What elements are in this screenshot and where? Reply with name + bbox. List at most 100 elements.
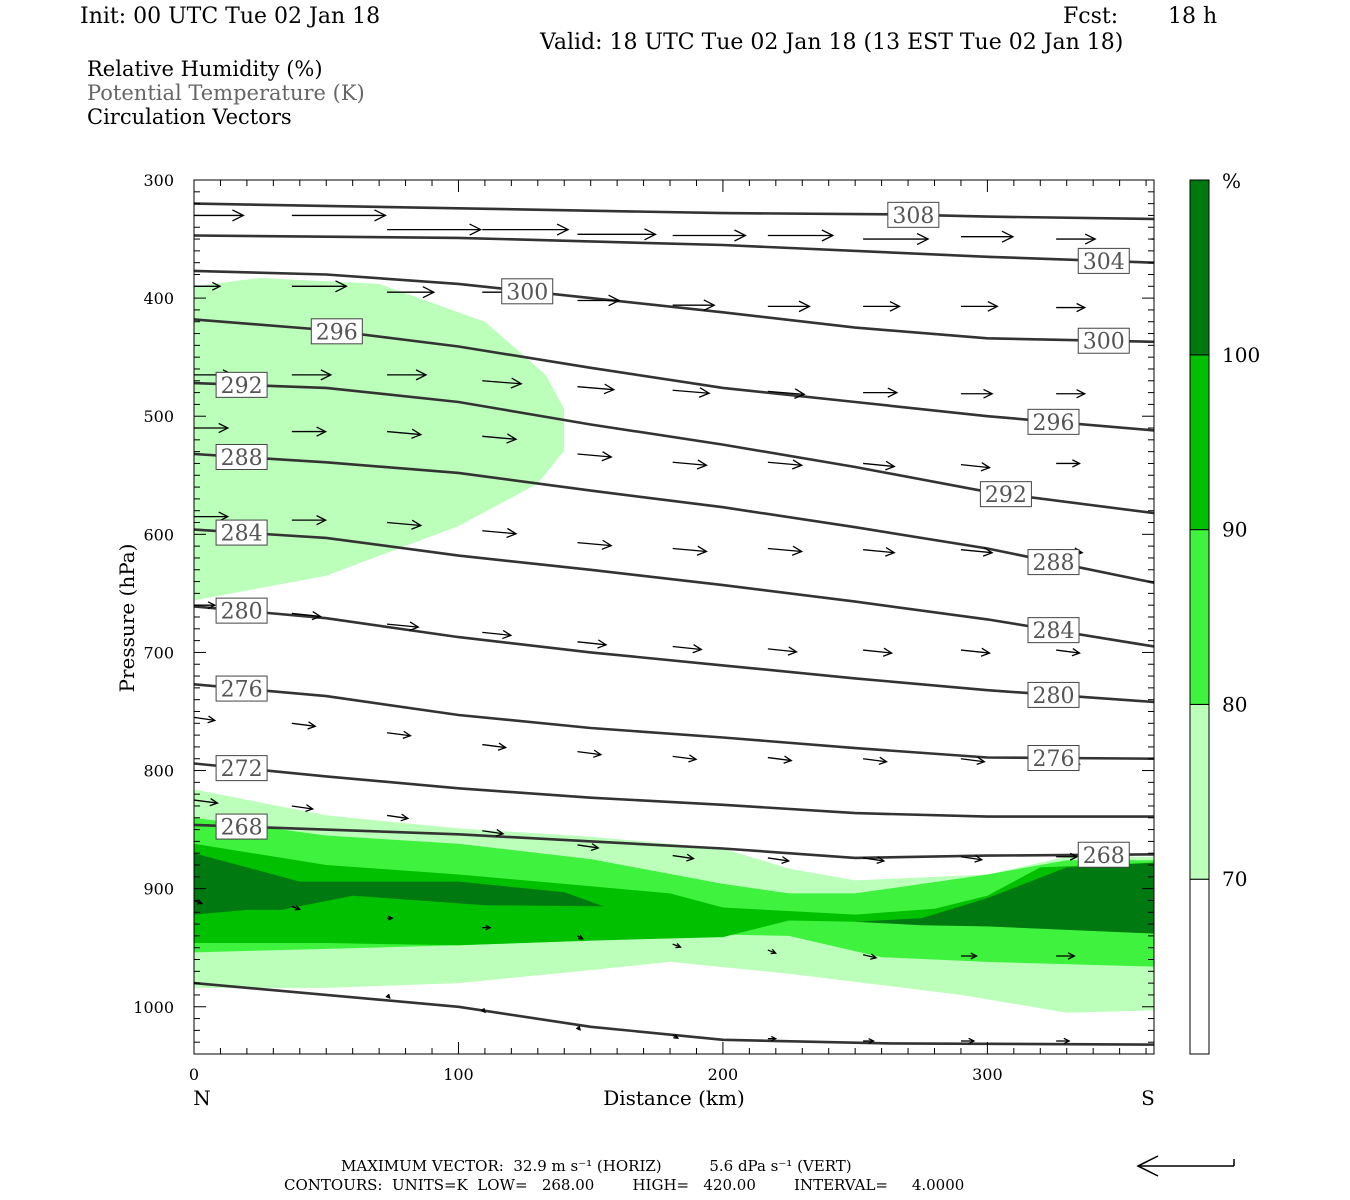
colorbar-label: 100 xyxy=(1222,343,1260,367)
rh-region-70-0 xyxy=(194,278,565,601)
circulation-vector xyxy=(672,229,747,242)
svg-text:268: 268 xyxy=(1083,844,1125,869)
svg-text:276: 276 xyxy=(1033,747,1075,772)
circulation-vector xyxy=(291,515,328,526)
circulation-vector xyxy=(291,426,328,437)
svg-text:268: 268 xyxy=(221,816,263,841)
circulation-vector xyxy=(960,952,978,960)
theta-contour-268 xyxy=(194,823,1154,860)
contour-label-292-right: 292 xyxy=(979,481,1032,508)
circulation-vector xyxy=(577,228,657,241)
circulation-vector xyxy=(482,924,492,931)
circulation-vector xyxy=(577,639,608,649)
circulation-vector xyxy=(672,387,711,398)
circulation-vector xyxy=(767,300,811,313)
forecast-hour: 18 h xyxy=(1168,4,1218,29)
circulation-vector xyxy=(863,301,901,312)
circulation-vector xyxy=(480,1007,486,1014)
circulation-vector xyxy=(482,828,505,837)
circulation-vector xyxy=(1056,852,1079,861)
svg-text:300: 300 xyxy=(1083,330,1125,355)
circulation-vector xyxy=(863,647,894,657)
contour-label-288-right: 288 xyxy=(1027,549,1080,576)
x-end-label-north: N xyxy=(193,1086,211,1110)
circulation-vector xyxy=(672,644,703,654)
legend-circulation-vectors: Circulation Vectors xyxy=(87,105,292,129)
forecast-label: Fcst: xyxy=(1063,4,1119,29)
circulation-vector xyxy=(960,1037,976,1045)
legend-relative-humidity: Relative Humidity (%) xyxy=(87,57,323,81)
svg-text:296: 296 xyxy=(316,320,358,345)
circulation-vector xyxy=(482,433,518,444)
svg-text:300: 300 xyxy=(506,280,548,305)
contour-label-268-right: 268 xyxy=(1077,841,1130,869)
y-tick-label: 400 xyxy=(143,289,174,308)
circulation-vector xyxy=(386,813,410,822)
theta-contour-300 xyxy=(194,269,1154,344)
circulation-vector xyxy=(386,730,412,740)
y-tick-label: 700 xyxy=(143,643,174,662)
circulation-vector xyxy=(767,646,798,656)
svg-text:272: 272 xyxy=(221,757,263,782)
theta-contour-284 xyxy=(194,528,1154,648)
circulation-vector xyxy=(863,232,930,246)
init-time: Init: 00 UTC Tue 02 Jan 18 xyxy=(80,4,381,29)
colorbar: 70 80 90 100% xyxy=(1189,169,1260,1055)
contour-label-268-left: 268 xyxy=(215,813,268,841)
theta-contour-280 xyxy=(194,605,1154,704)
contour-labels: 308 304 300 300 296 296 292 292 288 288 284 284 280 2… xyxy=(215,201,1130,869)
contour-label-296-right: 296 xyxy=(1027,408,1080,436)
colorbar-segment xyxy=(1189,354,1210,531)
circulation-vector xyxy=(577,934,584,940)
rh-region-100-5 xyxy=(855,862,1154,934)
circulation-vector xyxy=(672,943,682,949)
circulation-vector xyxy=(1056,389,1087,399)
circulation-vector xyxy=(1056,233,1097,245)
circulation-vector xyxy=(387,519,423,530)
circulation-vector xyxy=(960,388,994,399)
circulation-vector xyxy=(1056,459,1082,468)
contour-label-300-left: 300 xyxy=(501,278,554,305)
maximum-vector-info: MAXIMUM VECTOR: 32.9 m s⁻¹ (HORIZ) 5.6 d… xyxy=(341,1157,852,1175)
circulation-vector xyxy=(577,294,621,307)
circulation-vector xyxy=(482,223,570,236)
svg-text:280: 280 xyxy=(1033,684,1075,709)
circulation-vector xyxy=(1056,1037,1071,1045)
circulation-vector xyxy=(672,754,698,763)
svg-text:304: 304 xyxy=(1083,250,1125,275)
circulation-vector xyxy=(863,756,888,766)
circulation-vector xyxy=(577,451,613,462)
contour-label-292-left: 292 xyxy=(215,371,268,399)
circulation-vector xyxy=(672,853,695,862)
colorbar-segment xyxy=(1189,703,1210,880)
svg-text:292: 292 xyxy=(985,483,1027,508)
circulation-vector xyxy=(1056,952,1076,960)
x-tick-label: 300 xyxy=(972,1065,1003,1084)
circulation-vector xyxy=(194,209,245,222)
contour-label-308-right: 308 xyxy=(887,201,940,229)
rh-region-100-4 xyxy=(194,853,604,915)
contour-label-296-left: 296 xyxy=(310,318,363,345)
theta-contour-292 xyxy=(194,381,1154,515)
circulation-vector xyxy=(863,460,896,471)
circulation-vector xyxy=(385,993,391,1000)
circulation-vector xyxy=(767,1035,778,1042)
circulation-vector xyxy=(577,539,613,550)
axes: 300 400 500 600 700 800 900 1000 0 100 200 300 xyxy=(133,171,1154,1084)
theta-contour-288 xyxy=(194,452,1154,584)
colorbar-segment xyxy=(1189,179,1210,356)
y-tick-label: 300 xyxy=(143,171,174,190)
contour-label-272-left: 272 xyxy=(215,755,268,782)
x-end-label-south: S xyxy=(1141,1086,1155,1110)
circulation-vector xyxy=(194,798,219,807)
x-tick-label: 0 xyxy=(189,1065,199,1084)
theta-contour-264 xyxy=(194,981,1154,1046)
circulation-vector xyxy=(960,854,984,863)
circulation-vector xyxy=(387,223,483,236)
contour-label-276-right: 276 xyxy=(1027,745,1080,772)
circulation-vector xyxy=(291,905,302,911)
contour-label-304-right: 304 xyxy=(1077,247,1130,275)
circulation-vector xyxy=(767,856,791,864)
theta-contours xyxy=(194,202,1154,1046)
y-tick-label: 600 xyxy=(143,525,174,544)
